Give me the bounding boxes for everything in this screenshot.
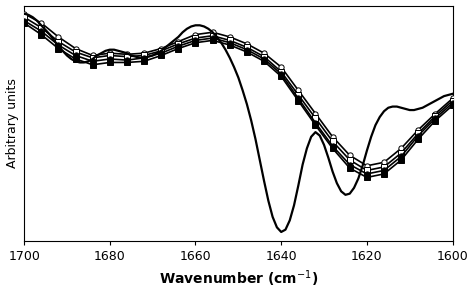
Y-axis label: Arbitrary units: Arbitrary units xyxy=(6,78,18,168)
X-axis label: Wavenumber (cm$^{-1}$): Wavenumber (cm$^{-1}$) xyxy=(159,269,318,289)
